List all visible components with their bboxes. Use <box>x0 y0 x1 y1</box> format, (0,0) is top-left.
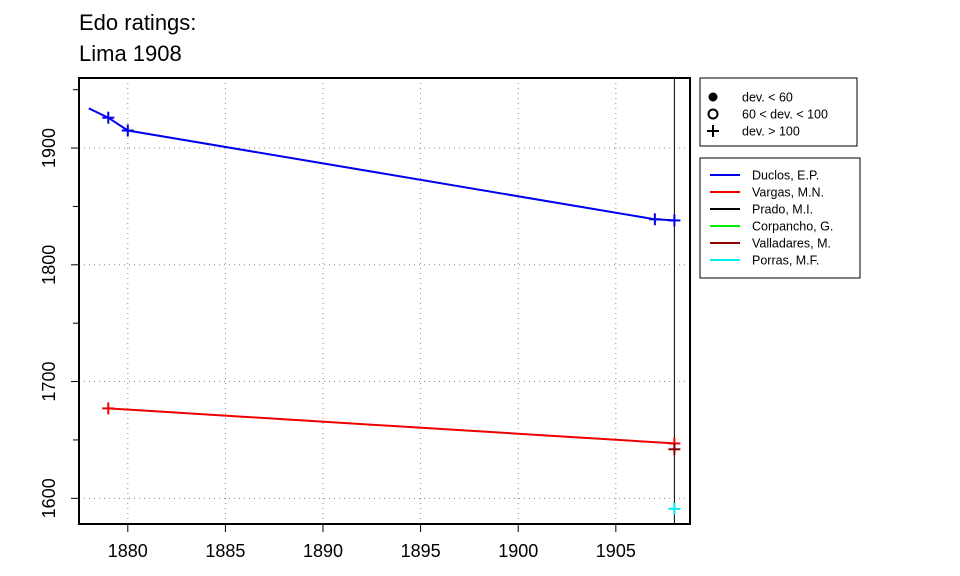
plus-marker <box>668 443 681 456</box>
marker-legend-label: 60 < dev. < 100 <box>742 108 828 122</box>
plus-marker <box>668 214 681 227</box>
x-tick-label: 1890 <box>303 541 343 561</box>
plot-frame <box>78 77 691 525</box>
x-tick-label: 1880 <box>108 541 148 561</box>
y-tick-label: 1800 <box>39 245 59 285</box>
plus-marker <box>102 402 115 415</box>
y-tick-label: 1700 <box>39 362 59 402</box>
series-legend-label: Duclos, E.P. <box>752 169 819 183</box>
plus-marker <box>648 213 661 226</box>
marker-legend: dev. < 60 60 < dev. < 100 dev. > 100 <box>699 77 858 147</box>
x-tick-label: 1895 <box>401 541 441 561</box>
marker-legend-label: dev. > 100 <box>742 125 800 139</box>
x-tick-label: 1905 <box>596 541 636 561</box>
plus-marker <box>121 124 134 137</box>
marker-legend-box <box>699 77 858 147</box>
marker-legend-label: dev. < 60 <box>742 91 793 105</box>
y-tick-label: 1900 <box>39 128 59 168</box>
series-line-0 <box>88 107 675 222</box>
y-tick-label: 1600 <box>39 478 59 518</box>
x-tick-label: 1900 <box>498 541 538 561</box>
plus-marker <box>668 502 681 515</box>
axes: 1880 1885 1890 1895 1900 1905 1600 1700 1800 1900 <box>39 89 636 561</box>
series-legend-label: Porras, M.F. <box>752 254 819 268</box>
chart-title-line-2: Lima 1908 <box>79 41 182 66</box>
legend-circle-icon <box>707 108 719 120</box>
series-line-1 <box>108 407 675 445</box>
series-legend: Duclos, E.P. Vargas, M.N. Prado, M.I. Corpa… <box>699 157 861 279</box>
grid <box>79 78 690 524</box>
series-legend-box <box>699 157 861 279</box>
series-legend-label: Corpancho, G. <box>752 220 833 234</box>
series-legend-label: Prado, M.I. <box>752 203 813 217</box>
legend-dot-icon <box>708 92 718 102</box>
series-layer <box>88 107 681 515</box>
x-tick-label: 1885 <box>205 541 245 561</box>
plus-marker <box>102 111 115 124</box>
chart-title-line-1: Edo ratings: <box>79 10 196 35</box>
series-legend-label: Vargas, M.N. <box>752 186 824 200</box>
series-legend-label: Valladares, M. <box>752 237 831 251</box>
